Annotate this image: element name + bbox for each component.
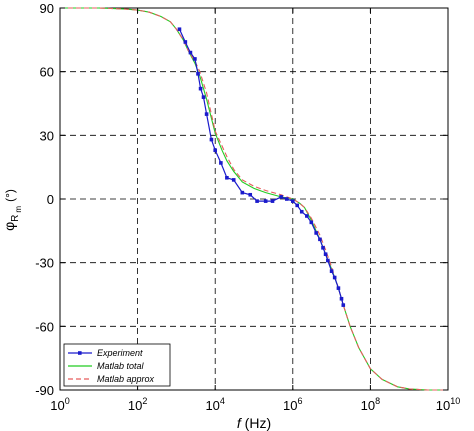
data-point [270, 199, 275, 203]
data-point [240, 190, 245, 195]
data-point [183, 40, 188, 44]
data-point [177, 27, 182, 32]
legend-label: Experiment [97, 348, 143, 358]
data-point [213, 148, 217, 152]
x-tick-label: 108 [361, 396, 380, 413]
data-point [263, 199, 268, 203]
data-point [193, 57, 197, 61]
y-tick-label: -30 [35, 256, 54, 271]
legend-label: Matlab approx [97, 374, 155, 384]
legend-label: Matlab total [97, 361, 145, 371]
data-point [323, 252, 328, 256]
data-point [188, 50, 193, 55]
legend-box [63, 343, 171, 387]
data-point [201, 95, 206, 99]
data-point [309, 220, 314, 225]
data-point [209, 137, 214, 142]
data-point [225, 175, 229, 180]
data-point [291, 199, 295, 203]
x-tick-label: 106 [283, 396, 302, 413]
data-point [326, 258, 330, 263]
legend: Experiment Matlab total Matlab approx [63, 343, 171, 387]
data-point [321, 246, 325, 250]
y-axis-label: φRm(°) [1, 189, 23, 231]
data-point [279, 195, 283, 199]
y-tick-label: 90 [40, 1, 54, 16]
data-point [231, 178, 236, 182]
data-point [305, 214, 309, 218]
y-tick-label: -90 [35, 383, 54, 398]
series-layer [60, 7, 448, 391]
data-point [329, 269, 334, 273]
data-point [341, 303, 346, 307]
data-point [295, 203, 300, 208]
data-point [284, 197, 289, 201]
legend-marker [78, 351, 82, 355]
data-point [299, 209, 304, 214]
series-line-2 [60, 7, 448, 391]
data-point [332, 275, 337, 280]
data-point [196, 71, 200, 76]
y-tick-label: 0 [47, 192, 54, 207]
data-point [219, 161, 223, 165]
data-point [204, 112, 209, 116]
data-point [198, 86, 203, 91]
y-tick-label: 30 [40, 128, 54, 143]
y-tick-label: 60 [40, 65, 54, 80]
x-tick-label: 102 [128, 396, 147, 413]
x-axis-label: f (Hz) [237, 415, 271, 431]
y-tick-label: -60 [35, 319, 54, 334]
data-point [255, 199, 259, 203]
x-tick-label: 100 [50, 396, 69, 413]
data-point [336, 286, 341, 290]
x-tick-label: 1010 [436, 396, 460, 413]
data-point [248, 192, 253, 197]
data-point [339, 296, 344, 301]
ticks-layer: 100 102 104 106 108 1010 90 60 30 0 -30 -60 -90 [35, 1, 460, 413]
x-tick-label: 104 [205, 396, 224, 413]
data-point [318, 237, 322, 242]
data-point [314, 231, 318, 235]
